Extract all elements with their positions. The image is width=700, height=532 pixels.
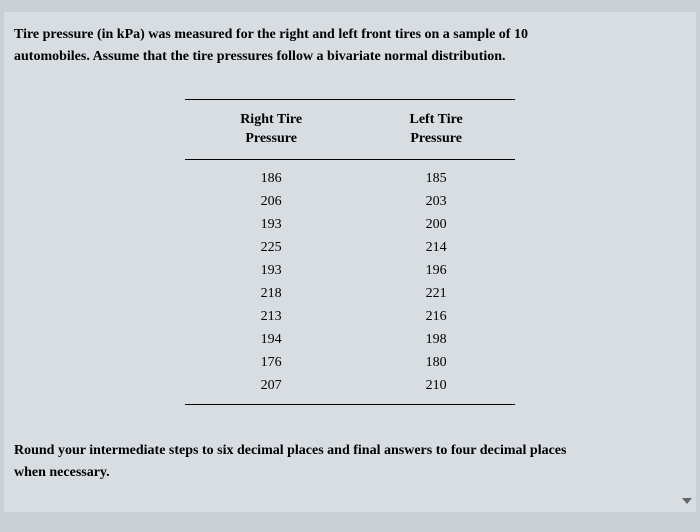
problem-line-2: automobiles. Assume that the tire pressu… — [14, 49, 506, 64]
cell-left: 196 — [357, 259, 515, 282]
tire-pressure-table: Right Tire Pressure Left Tire Pressure 1… — [185, 99, 515, 405]
table-row: 213 216 — [185, 305, 515, 328]
table-row: 176 180 — [185, 351, 515, 374]
cell-left: 216 — [357, 305, 515, 328]
cell-right: 193 — [185, 259, 357, 282]
cell-right: 207 — [185, 374, 357, 405]
problem-statement: Tire pressure (in kPa) was measured for … — [14, 24, 686, 69]
cell-right: 194 — [185, 328, 357, 351]
cell-left: 221 — [357, 282, 515, 305]
table-row: 218 221 — [185, 282, 515, 305]
table-row: 193 196 — [185, 259, 515, 282]
cell-right: 176 — [185, 351, 357, 374]
cell-left: 214 — [357, 236, 515, 259]
header-left-line2: Pressure — [410, 131, 462, 146]
table-body: 186 185 206 203 193 200 225 214 193 196 … — [185, 159, 515, 404]
footer-line-1: Round your intermediate steps to six dec… — [14, 443, 566, 458]
table-row: 225 214 — [185, 236, 515, 259]
scroll-down-icon[interactable] — [682, 498, 692, 504]
problem-line-1: Tire pressure (in kPa) was measured for … — [14, 27, 528, 42]
cell-right: 206 — [185, 190, 357, 213]
cell-right: 193 — [185, 213, 357, 236]
instructions-text: Round your intermediate steps to six dec… — [14, 440, 686, 485]
cell-right: 218 — [185, 282, 357, 305]
cell-left: 185 — [357, 159, 515, 190]
header-right-line2: Pressure — [245, 131, 297, 146]
column-header-right: Right Tire Pressure — [185, 99, 357, 159]
table-header-row: Right Tire Pressure Left Tire Pressure — [185, 99, 515, 159]
table-row: 186 185 — [185, 159, 515, 190]
footer-line-2: when necessary. — [14, 465, 110, 480]
cell-left: 203 — [357, 190, 515, 213]
cell-left: 210 — [357, 374, 515, 405]
table-row: 194 198 — [185, 328, 515, 351]
content-area: Tire pressure (in kPa) was measured for … — [4, 12, 696, 512]
table-row: 207 210 — [185, 374, 515, 405]
cell-right: 225 — [185, 236, 357, 259]
cell-right: 213 — [185, 305, 357, 328]
cell-left: 180 — [357, 351, 515, 374]
table-row: 193 200 — [185, 213, 515, 236]
header-right-line1: Right Tire — [240, 112, 302, 127]
cell-left: 198 — [357, 328, 515, 351]
header-left-line1: Left Tire — [409, 112, 462, 127]
cell-left: 200 — [357, 213, 515, 236]
table-row: 206 203 — [185, 190, 515, 213]
cell-right: 186 — [185, 159, 357, 190]
column-header-left: Left Tire Pressure — [357, 99, 515, 159]
